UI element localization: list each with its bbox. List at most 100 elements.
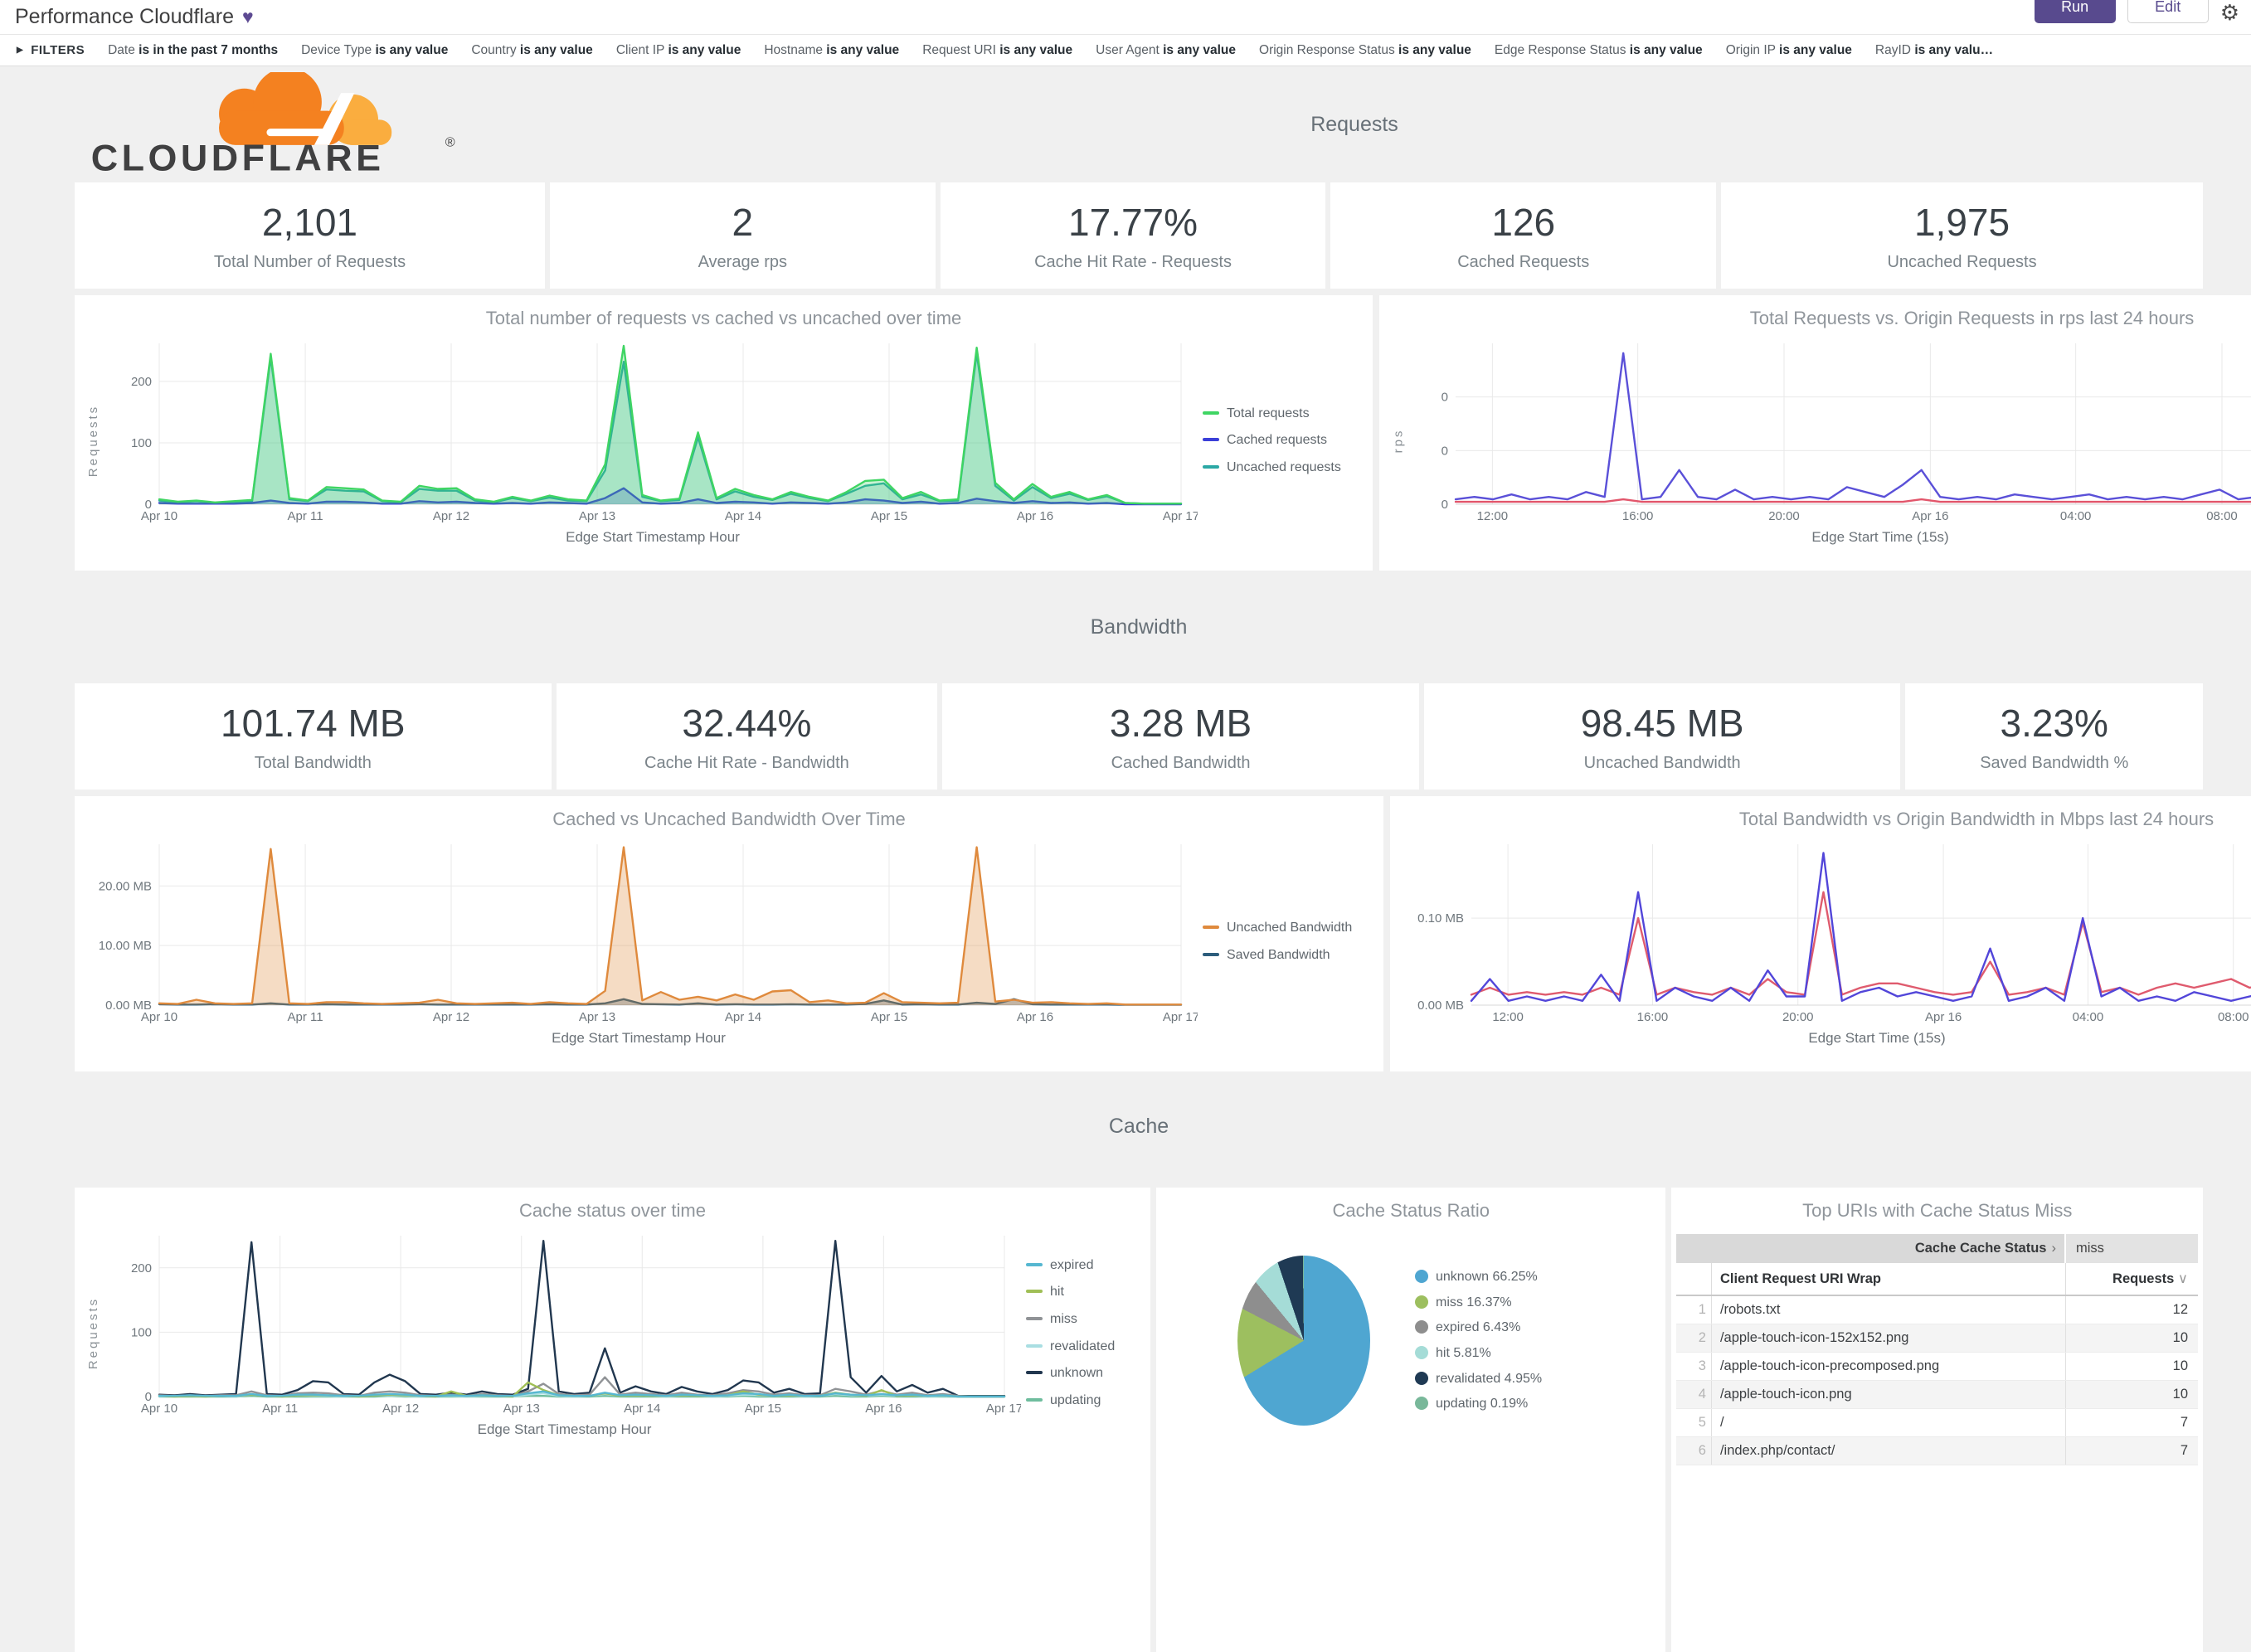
legend-item[interactable]: hit 5.81% xyxy=(1415,1344,1554,1363)
legend-line-swatch xyxy=(1203,464,1219,469)
legend-item[interactable]: updating xyxy=(1026,1392,1140,1410)
legend-item[interactable]: Uncached Bandwidth xyxy=(1203,919,1373,937)
bandwidth-last-24h-chart[interactable]: 12:00 16:00 20:00 Apr 16 04:00 08:00 0.00 MB 0.… xyxy=(1395,836,2251,1027)
cache-row: Cache status over time Requests Apr 10 Ap… xyxy=(75,1188,2203,1652)
legend-item[interactable]: Total requests xyxy=(1203,405,1363,423)
filter-edge-response-status[interactable]: Edge Response Status is any value xyxy=(1494,42,1703,57)
requests-cell[interactable]: 10 xyxy=(2064,1324,2198,1353)
legend-item[interactable]: revalidated xyxy=(1026,1338,1140,1356)
legend-label: hit xyxy=(1050,1285,1064,1300)
edit-button[interactable]: Edit xyxy=(2127,0,2209,23)
group-header-cell[interactable]: Cache Cache Status › xyxy=(1676,1234,2065,1263)
svg-text:0: 0 xyxy=(1442,391,1448,405)
svg-text:Apr 12: Apr 12 xyxy=(433,1010,469,1024)
filter-hostname[interactable]: Hostname is any value xyxy=(764,42,900,57)
uri-cell[interactable]: /apple-touch-icon.png xyxy=(1710,1380,2065,1409)
cache-status-over-time-card: Cache status over time Requests Apr 10 Ap… xyxy=(75,1188,1150,1652)
svg-text:Apr 12: Apr 12 xyxy=(433,509,469,523)
chart-legend[interactable]: Total requests Cached requests Uncached re… xyxy=(1198,335,1368,546)
gear-icon[interactable]: ⚙ xyxy=(2219,0,2239,25)
x-axis-title: Edge Start Timestamp Hour xyxy=(552,1030,726,1046)
legend-line-swatch xyxy=(1026,1316,1043,1320)
filter-user-agent[interactable]: User Agent is any value xyxy=(1096,42,1237,57)
table-group-header: Cache Cache Status › miss xyxy=(1676,1234,2198,1263)
requests-cell[interactable]: 10 xyxy=(2064,1352,2198,1381)
chevron-right-icon: › xyxy=(2051,1241,2057,1256)
svg-text:0: 0 xyxy=(1442,498,1448,512)
legend-item[interactable]: miss xyxy=(1026,1310,1140,1329)
legend-item[interactable]: unknown 66.25% xyxy=(1415,1268,1554,1286)
legend-item[interactable]: Saved Bandwidth xyxy=(1203,946,1373,964)
rps-last-24h-chart[interactable]: 12:00 16:00 20:00 Apr 16 04:00 08:00 0 0 0 xyxy=(1412,335,2251,526)
run-button[interactable]: Run xyxy=(2034,0,2116,23)
group-value-cell[interactable]: miss xyxy=(2064,1234,2198,1263)
legend-line-swatch xyxy=(1203,438,1219,442)
pie-legend[interactable]: unknown 66.25% miss 16.37% expired 6.43% hi… xyxy=(1410,1268,1559,1413)
svg-text:200: 200 xyxy=(131,375,152,389)
kpi-label: Uncached Bandwidth xyxy=(1583,753,1741,772)
legend-circle-swatch xyxy=(1415,1371,1428,1385)
x-axis-title: Edge Start Time (15s) xyxy=(1808,1030,1946,1046)
legend-item[interactable]: expired xyxy=(1026,1256,1140,1275)
svg-text:12:00: 12:00 xyxy=(1492,1010,1524,1024)
x-axis-title: Edge Start Time (15s) xyxy=(1811,529,1949,545)
filters-toggle[interactable]: ▶ FILTERS xyxy=(17,43,85,57)
uri-cell[interactable]: /index.php/contact/ xyxy=(1710,1436,2065,1465)
legend-line-swatch xyxy=(1203,952,1219,956)
rps-last-24h-card: Total Requests vs. Origin Requests in rp… xyxy=(1379,295,2251,571)
row-index: 1 xyxy=(1676,1295,1712,1324)
kpi-value: 98.45 MB xyxy=(1580,701,1744,745)
cache-status-ratio-pie[interactable] xyxy=(1237,1256,1370,1426)
kpi-saved-bandwidth-pct: 3.23% Saved Bandwidth % xyxy=(1905,683,2203,790)
cache-status-over-time-chart[interactable]: Apr 10 Apr 11 Apr 12 Apr 13 Apr 14 Apr 15 Apr … xyxy=(108,1227,1023,1418)
x-axis-title: Edge Start Timestamp Hour xyxy=(477,1421,652,1437)
kpi-uncached-requests: 1,975 Uncached Requests xyxy=(1721,182,2203,289)
column-header-requests[interactable]: Requests ∨ xyxy=(2064,1263,2198,1296)
requests-over-time-chart[interactable]: Apr 10 Apr 11 Apr 12 Apr 13 Apr 14 Apr 15 Apr … xyxy=(108,335,1199,526)
bandwidth-over-time-chart[interactable]: Apr 10 Apr 11 Apr 12 Apr 13 Apr 14 Apr 15 Apr … xyxy=(80,836,1199,1027)
legend-line-swatch xyxy=(1203,925,1219,929)
legend-item[interactable]: Uncached requests xyxy=(1203,459,1363,477)
y-axis-title: rps xyxy=(1391,428,1406,453)
filter-country[interactable]: Country is any value xyxy=(471,42,593,57)
legend-item[interactable]: unknown xyxy=(1026,1364,1140,1382)
legend-item[interactable]: expired 6.43% xyxy=(1415,1319,1554,1337)
requests-charts-row: Total number of requests vs cached vs un… xyxy=(75,295,2251,571)
column-header-uri[interactable]: Client Request URI Wrap xyxy=(1710,1263,2065,1296)
uri-cell[interactable]: / xyxy=(1710,1408,2065,1437)
legend-item[interactable]: updating 0.19% xyxy=(1415,1395,1554,1413)
requests-cell[interactable]: 12 xyxy=(2064,1295,2198,1324)
filter-date[interactable]: Date is in the past 7 months xyxy=(108,42,279,57)
cloudflare-cloud-icon xyxy=(219,67,392,145)
filter-origin-response-status[interactable]: Origin Response Status is any value xyxy=(1259,42,1471,57)
uri-cell[interactable]: /apple-touch-icon-precomposed.png xyxy=(1710,1352,2065,1381)
legend-label: unknown xyxy=(1050,1366,1104,1381)
filter-client-ip[interactable]: Client IP is any value xyxy=(615,42,741,57)
row-index: 2 xyxy=(1676,1324,1712,1353)
filter-request-uri[interactable]: Request URI is any value xyxy=(922,42,1073,57)
table-column-header: Client Request URI Wrap Requests ∨ xyxy=(1676,1263,2198,1296)
chart-legend[interactable]: Uncached Bandwidth Saved Bandwidth xyxy=(1198,836,1378,1047)
y-axis-title: Requests xyxy=(86,1296,101,1369)
top-bar: Performance Cloudflare ♥ Run Edit ⚙ xyxy=(0,0,2251,35)
legend-item[interactable]: revalidated 4.95% xyxy=(1415,1370,1554,1388)
filters-expand-icon: ▶ xyxy=(17,46,24,55)
filter-origin-ip[interactable]: Origin IP is any value xyxy=(1725,42,1852,57)
requests-cell[interactable]: 10 xyxy=(2064,1380,2198,1409)
uri-cell[interactable]: /robots.txt xyxy=(1710,1295,2065,1324)
uri-cell[interactable]: /apple-touch-icon-152x152.png xyxy=(1710,1324,2065,1353)
filter-device-type[interactable]: Device Type is any value xyxy=(301,42,449,57)
filter-rayid[interactable]: RayID is any valu… xyxy=(1874,42,1994,57)
kpi-value: 2,101 xyxy=(261,200,358,244)
requests-cell[interactable]: 7 xyxy=(2064,1436,2198,1465)
svg-text:Apr 16: Apr 16 xyxy=(1912,509,1948,523)
requests-over-time-card: Total number of requests vs cached vs un… xyxy=(75,295,1373,571)
legend-item[interactable]: Cached requests xyxy=(1203,431,1363,449)
requests-cell[interactable]: 7 xyxy=(2064,1408,2198,1437)
svg-text:Apr 13: Apr 13 xyxy=(579,509,615,523)
legend-item[interactable]: hit xyxy=(1026,1283,1140,1301)
chart-legend[interactable]: expired hit miss revalidated unknown updating xyxy=(1021,1227,1145,1438)
svg-text:Apr 12: Apr 12 xyxy=(382,1402,419,1416)
svg-text:04:00: 04:00 xyxy=(2073,1010,2104,1024)
legend-item[interactable]: miss 16.37% xyxy=(1415,1294,1554,1312)
